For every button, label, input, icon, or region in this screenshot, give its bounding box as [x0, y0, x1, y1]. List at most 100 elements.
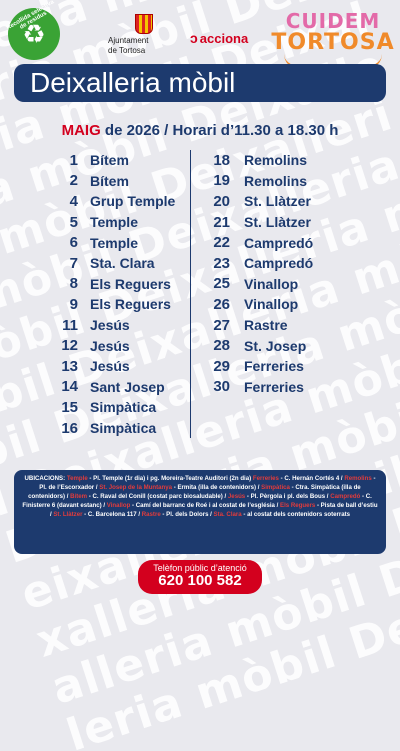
location-name: Ferreries [252, 475, 279, 482]
schedule-day: 20 [213, 192, 230, 210]
schedule-place: St. Llàtzer [244, 193, 311, 210]
schedule-day: 7 [69, 254, 78, 272]
schedule-row: 7 Sta. Clara [50, 253, 190, 274]
schedule-row: 18 Remolins [210, 150, 380, 171]
location-address: - Pl. dels Dolors / [160, 511, 214, 519]
location-address: - Pl. de l’Escorxador / [39, 475, 376, 492]
location-address: - Pl. Pèrgola i pl. dels Bous / [245, 493, 331, 501]
schedule-row: 21 St. Llàtzer [210, 212, 380, 233]
schedule-place: Bítem [90, 152, 129, 169]
schedule-day: 11 [62, 316, 78, 334]
schedule-day: 28 [213, 337, 230, 355]
schedule-row: 23 Campredó [210, 253, 380, 274]
location-name: St. Josep de la Muntanya [99, 484, 173, 492]
acciona-mark-icon: ↄ [190, 30, 198, 46]
location-address: - C. Raval del Conill (costat parc biosa… [87, 493, 228, 501]
date-rest: de 2026 / Horari d’11.30 a 18.30 h [100, 122, 339, 139]
month-label: MAIG [61, 122, 101, 139]
schedule-place: Campredó [244, 255, 314, 272]
location-name: Simpàtica [261, 484, 290, 492]
location-name: St. Llàtzer [53, 511, 83, 519]
location-name: Campredó [330, 493, 361, 501]
schedule-place: Jesús [90, 358, 130, 375]
schedule-day: 27 [213, 316, 230, 334]
schedule-day: 6 [69, 234, 78, 252]
schedule-place: Sant Josep [90, 378, 165, 395]
location-address: - Ctra. Simpàtica (illa de contenidors) … [28, 484, 361, 501]
schedule-place: Vinallop [244, 275, 299, 292]
phone-number[interactable]: 620 100 582 [158, 572, 242, 589]
cuidem-tortosa-logo: CUIDEM TORTOSA [270, 10, 396, 69]
schedule-row: 27 Rastre [210, 315, 380, 336]
schedule-row: 25 Vinallop [210, 274, 380, 295]
schedule-row: 2 Bítem [50, 171, 190, 192]
schedule-day: 5 [69, 213, 78, 231]
schedule-place: Vinallop [244, 296, 299, 313]
schedule-day: 22 [213, 234, 230, 252]
location-address: - Pl. Temple (1r dia) i pg. Moreira-Teat… [87, 475, 253, 482]
ajuntament-line2: de Tortosa [108, 46, 146, 55]
schedule-day: 19 [213, 172, 230, 190]
schedule-place: Sta. Clara [90, 255, 155, 272]
schedule-place: St. Llàtzer [244, 214, 311, 231]
schedule-day: 2 [69, 172, 78, 190]
cuidem-line2: TORTOSA [271, 30, 395, 55]
schedule-day: 30 [213, 378, 230, 396]
location-address: - C. Finisterre 6 (davant estanc) / [22, 493, 372, 510]
location-address: - C. Barcelona 117 / [82, 511, 142, 519]
ajuntament-line1: Ajuntament [108, 36, 149, 45]
schedule-place: Ferreries [244, 358, 304, 375]
schedule-place: Bítem [90, 172, 129, 189]
schedule-place: Ferreries [244, 378, 304, 395]
schedule-place: Temple [90, 214, 138, 231]
phone-label: Telèfon públic d’atenció [153, 563, 247, 573]
schedule-left-column: 1 Bítem 2 Bítem 4 Grup Temple 5 Temple 6 Temple 7 S… [50, 150, 191, 439]
schedule-place: Grup Temple [90, 193, 176, 210]
schedule-place: Remolins [244, 172, 308, 189]
schedule-row: 5 Temple [50, 212, 190, 233]
header: ♻ Recollida selectiva de residus Ajuntam… [0, 0, 400, 69]
acciona-text: acciona [199, 31, 249, 46]
location-name: Sta. Clara [213, 511, 242, 519]
location-address: - Camí del barranc de Roé i al costat de… [130, 502, 281, 510]
schedule-row: 14 Sant Josep [50, 377, 190, 398]
schedule-row: 13 Jesús [50, 356, 190, 377]
schedule-row: 4 Grup Temple [50, 191, 190, 212]
schedule-row: 22 Campredó [210, 232, 380, 253]
location-name: Bítem [70, 493, 88, 501]
schedule-day: 29 [213, 357, 230, 375]
location-name: Jesús [227, 493, 246, 501]
schedule-place: Remolins [244, 152, 308, 169]
location-name: Rastre [141, 511, 161, 519]
cuidem-line1: CUIDEM [285, 9, 381, 33]
recycle-badge: ♻ [8, 8, 60, 60]
schedule-place: Simpàtica [90, 420, 157, 437]
crest-icon [135, 14, 153, 34]
schedule-row: 11 Jesús [50, 315, 190, 336]
schedule-row: 12 Jesús [50, 335, 190, 356]
schedule-place: St. Josep [244, 337, 307, 354]
locations-box: UBICACIONS: Temple - Pl. Temple (1r dia)… [14, 470, 386, 554]
schedule-place: Jesús [90, 337, 130, 354]
schedule-row: 20 St. Llàtzer [210, 191, 380, 212]
schedule-row: 16 Simpàtica [50, 418, 190, 439]
schedule-row: 15 Simpàtica [50, 397, 190, 418]
schedule-day: 25 [213, 275, 230, 293]
schedule-day: 4 [69, 192, 78, 210]
location-name: Remolins [344, 475, 372, 482]
schedule-place: Els Reguers [90, 296, 171, 313]
location-name: Vinallop [106, 502, 131, 510]
schedule-day: 1 [69, 151, 78, 169]
schedule-row: 19 Remolins [210, 171, 380, 192]
schedule-day: 8 [69, 275, 78, 293]
recycle-icon: ♻ [22, 18, 46, 49]
location-address: - al costat dels contenidors soterrats [241, 511, 351, 519]
schedule-day: 18 [213, 151, 230, 169]
location-address: - Ermita (illa de contenidors) / [172, 484, 262, 492]
ajuntament-logo: Ajuntament de Tortosa [108, 14, 180, 56]
schedule-day: 15 [61, 398, 78, 416]
schedule-place: Jesús [90, 317, 130, 334]
schedule-day: 9 [69, 295, 78, 313]
schedule-row: 6 Temple [50, 232, 190, 253]
phone-box: Telèfon públic d’atenció 620 100 582 [138, 560, 262, 594]
